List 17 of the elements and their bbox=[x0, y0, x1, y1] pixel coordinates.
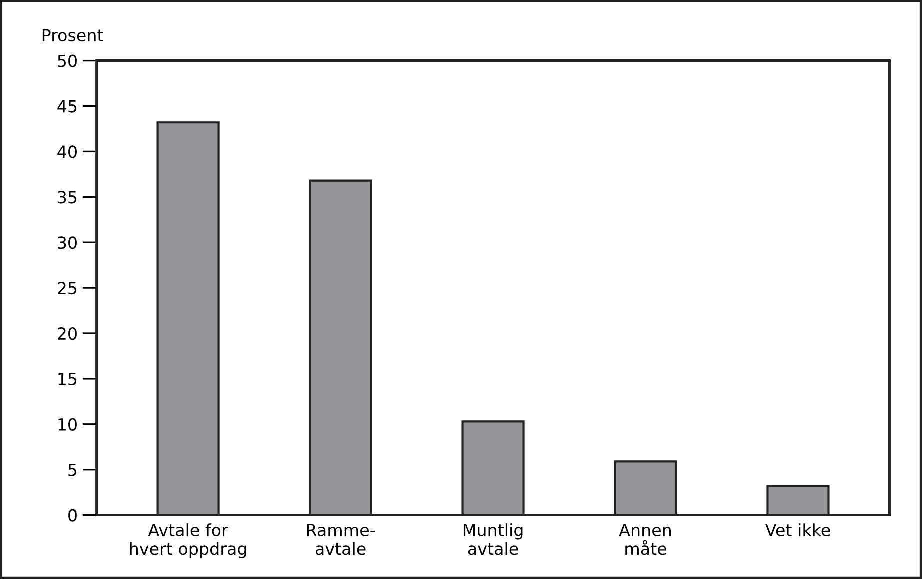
y-tick-label: 50 bbox=[58, 54, 77, 68]
x-tick-label: Annen måte bbox=[619, 524, 672, 556]
x-tick-label: Muntlig avtale bbox=[464, 524, 523, 556]
y-tick-label: 20 bbox=[58, 327, 77, 340]
y-tick-label: 10 bbox=[58, 418, 77, 431]
y-tick-label: 35 bbox=[58, 191, 77, 204]
y-tick-label: 5 bbox=[68, 464, 77, 476]
y-tick-label: 45 bbox=[58, 100, 77, 113]
x-tick-label: Vet ikke bbox=[765, 524, 830, 537]
y-tick-label: 15 bbox=[58, 373, 77, 386]
y-tick-label: 25 bbox=[58, 282, 77, 295]
y-axis-title: Prosent bbox=[42, 29, 104, 42]
y-tick-label: 40 bbox=[58, 146, 77, 158]
y-tick-label: 0 bbox=[68, 509, 77, 522]
x-tick-label: Ramme- avtale bbox=[307, 524, 376, 556]
y-tick-label: 30 bbox=[58, 236, 77, 250]
x-tick-label: Avtale for hvert oppdrag bbox=[130, 524, 246, 558]
